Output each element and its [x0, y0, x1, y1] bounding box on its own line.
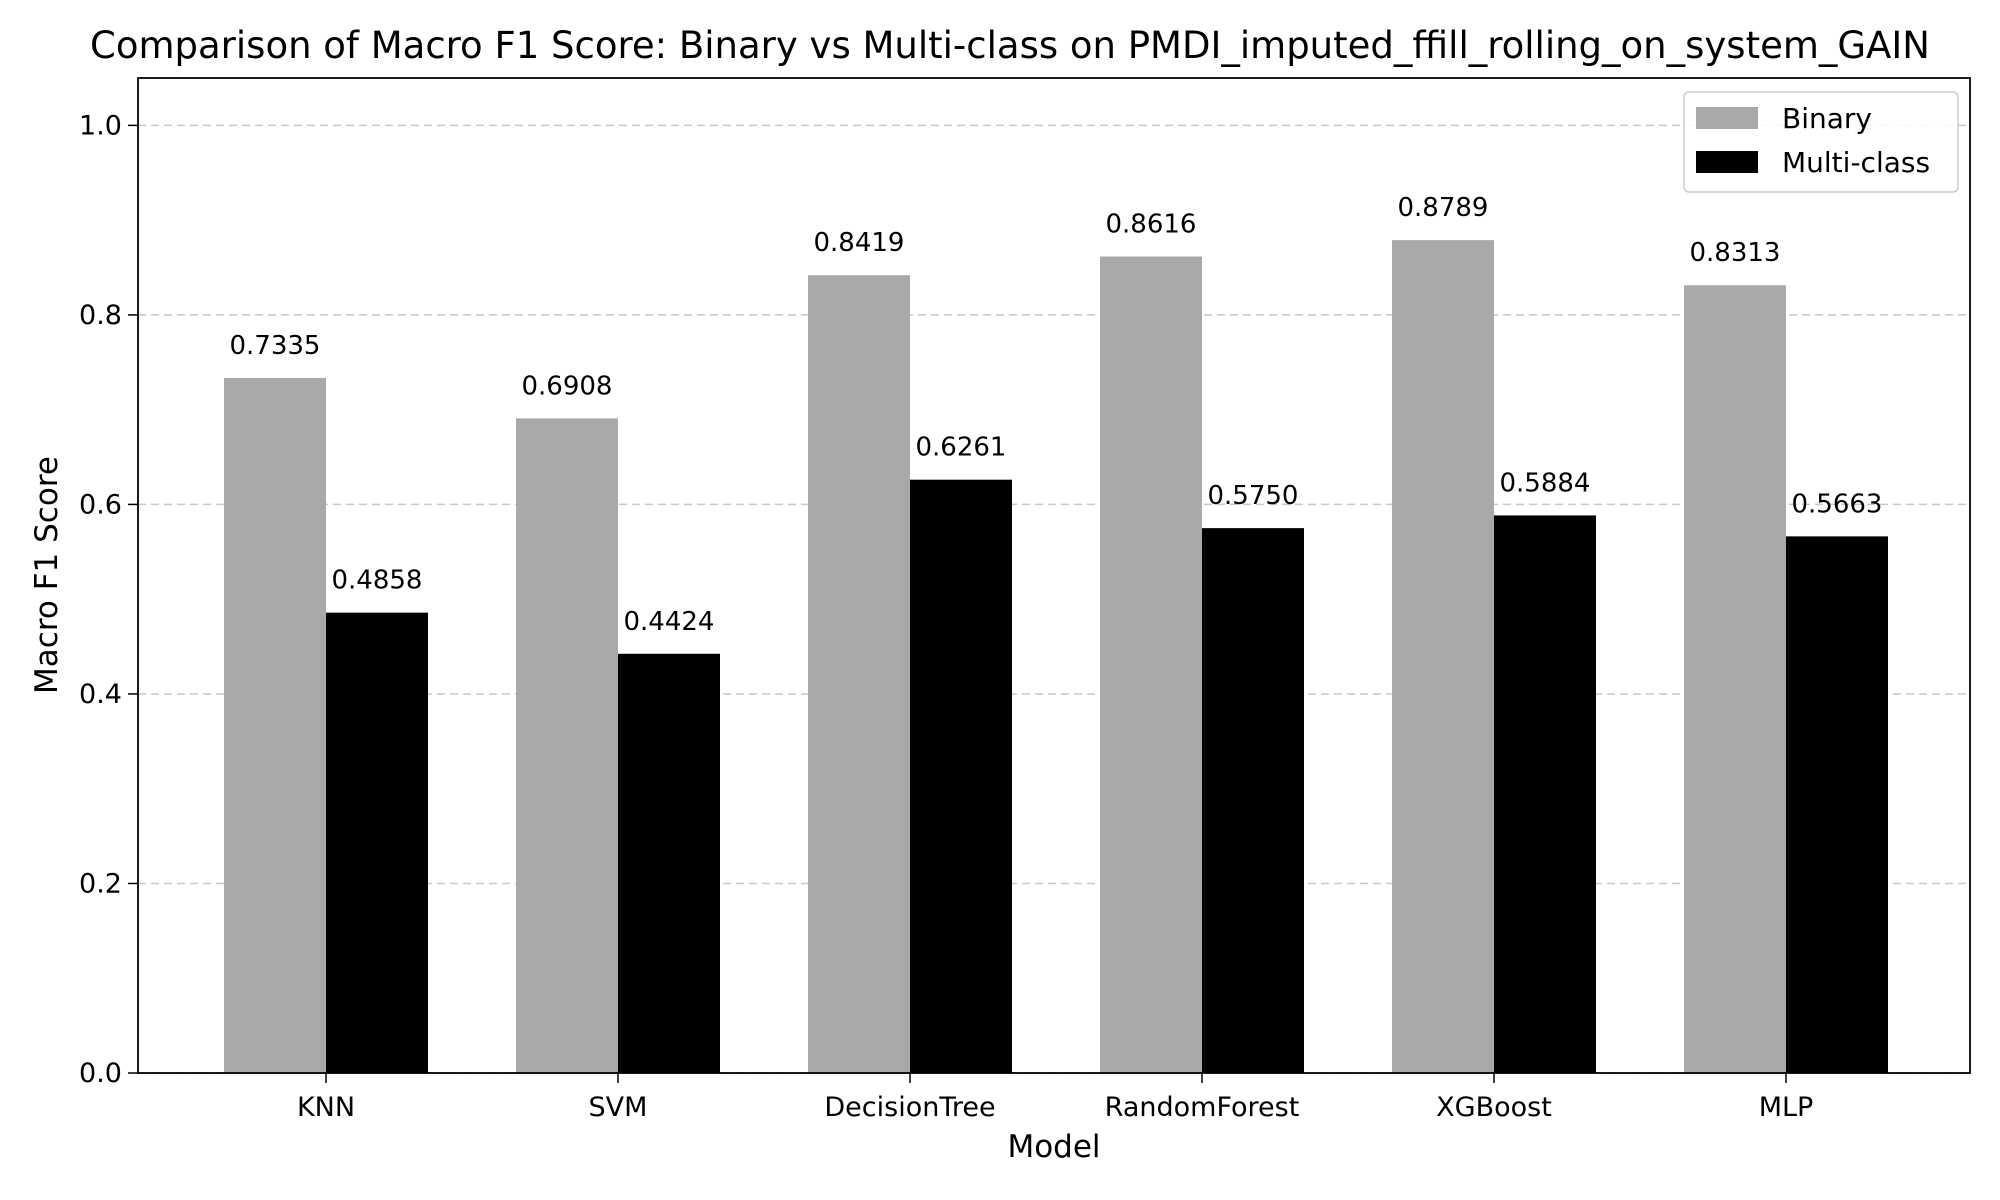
- data-label: 0.8789: [1398, 193, 1489, 223]
- y-tick-label: 0.0: [79, 1058, 122, 1089]
- bar-binary: [1684, 285, 1786, 1074]
- bars: [224, 240, 1888, 1074]
- y-axis-ticks: 0.0 0.2 0.4 0.6 0.8 1.0: [79, 110, 138, 1089]
- chart-title: Comparison of Macro F1 Score: Binary vs …: [90, 24, 1930, 67]
- x-tick-label: KNN: [297, 1092, 355, 1123]
- bar-binary: [808, 275, 910, 1073]
- bar-multi-class: [1202, 528, 1304, 1073]
- y-tick-label: 0.2: [79, 868, 122, 899]
- legend-label: Binary: [1782, 102, 1872, 135]
- bar-multi-class: [1494, 515, 1596, 1073]
- bar-binary: [516, 418, 618, 1073]
- data-label: 0.5663: [1792, 489, 1883, 519]
- plot-frame: [137, 77, 1971, 1074]
- data-label: 0.6261: [916, 433, 1007, 463]
- bar-multi-class: [618, 653, 720, 1073]
- bar-multi-class: [1786, 536, 1888, 1073]
- bar-binary: [1100, 256, 1202, 1073]
- legend-swatch: [1696, 107, 1758, 129]
- data-label: 0.8419: [814, 228, 905, 258]
- bar-binary: [1392, 240, 1494, 1073]
- data-label: 0.7335: [230, 331, 321, 361]
- x-tick-label: SVM: [589, 1092, 648, 1123]
- data-label: 0.8616: [1106, 210, 1197, 240]
- data-label: 0.5884: [1500, 468, 1591, 498]
- x-tick-label: XGBoost: [1436, 1092, 1552, 1123]
- y-axis-label: Macro F1 Score: [29, 456, 65, 694]
- bar-multi-class: [326, 612, 428, 1073]
- y-tick-label: 0.8: [79, 300, 122, 331]
- legend-label: Multi-class: [1782, 146, 1930, 179]
- data-label: 0.8313: [1690, 238, 1781, 268]
- x-tick-label: RandomForest: [1105, 1092, 1300, 1123]
- x-axis-label: Model: [1007, 1129, 1100, 1165]
- data-label: 0.4858: [332, 566, 423, 596]
- y-tick-label: 0.4: [79, 679, 122, 710]
- bar-multi-class: [910, 479, 1012, 1074]
- data-label: 0.4424: [624, 607, 715, 637]
- y-tick-label: 1.0: [79, 110, 122, 141]
- y-tick-label: 0.6: [79, 489, 122, 520]
- legend: Binary Multi-class: [1683, 91, 1959, 193]
- x-tick-label: DecisionTree: [824, 1092, 995, 1123]
- x-tick-label: MLP: [1759, 1092, 1814, 1123]
- bar-binary: [224, 377, 326, 1074]
- data-labels: 0.7335 0.4858 0.6908 0.4424 0.8419 0.6261 0.86…: [230, 193, 1883, 637]
- data-label: 0.6908: [522, 371, 613, 401]
- data-label: 0.5750: [1208, 481, 1299, 511]
- x-axis-ticks: KNN SVM DecisionTree RandomForest XGBoost MLP: [297, 1073, 1813, 1123]
- legend-swatch: [1696, 151, 1758, 173]
